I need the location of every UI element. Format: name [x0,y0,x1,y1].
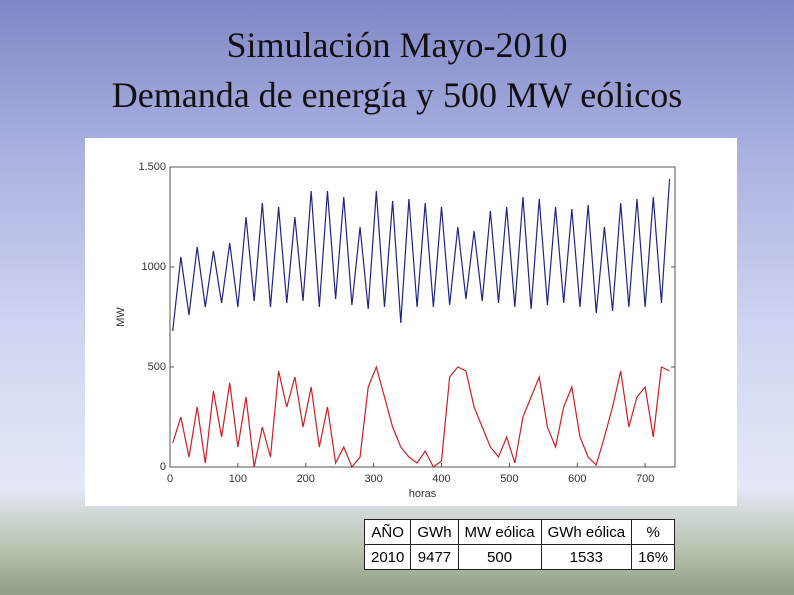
cell: 1533 [540,544,633,570]
x-tick-label: 100 [229,473,247,485]
y-tick-label: 1.500 [138,161,166,173]
header-cell: GWh [410,519,459,545]
header-cell: % [631,519,676,545]
y-tick-label: 0 [160,461,166,473]
plot-frame [169,166,676,468]
x-tick-label: 500 [500,473,518,485]
x-tick-label: 600 [568,473,586,485]
y-axis-label: MW [115,307,127,327]
x-tick-label: 0 [167,473,173,485]
table: AÑO GWh MW eólica GWh eólica% 2010 9477 500 15… [363,519,676,570]
header-cell: AÑO [363,519,412,545]
cell: 16% [631,544,676,570]
header-cell: GWh eólica [540,519,633,545]
y-tick-label: 500 [148,361,166,373]
table-header: AÑO GWh MW eólica GWh eólica% [363,519,676,545]
chart: 0 500 1000 1.500 0 100 200 300 400 500 600 700 horas… [85,138,737,506]
x-axis-label: horas [409,488,437,500]
x-tick-label: 200 [297,473,315,485]
header-cell: MW eólica [457,519,542,545]
x-tick-label: 300 [364,473,382,485]
title: Simulación Mayo-2010 [226,25,568,65]
table-row: 2010 9477 500 1533 16% [363,544,676,570]
title: Demanda de energía y 500 MW eólicos [111,75,683,115]
x-tick-label: 400 [432,473,450,485]
series-line [172,365,670,469]
x-tick-label: 700 [636,473,654,485]
cell: 500 [457,544,542,570]
cell: 9477 [410,544,459,570]
y-tick-label: 1000 [142,261,166,273]
cell: 2010 [363,544,412,570]
series-line [172,178,671,332]
